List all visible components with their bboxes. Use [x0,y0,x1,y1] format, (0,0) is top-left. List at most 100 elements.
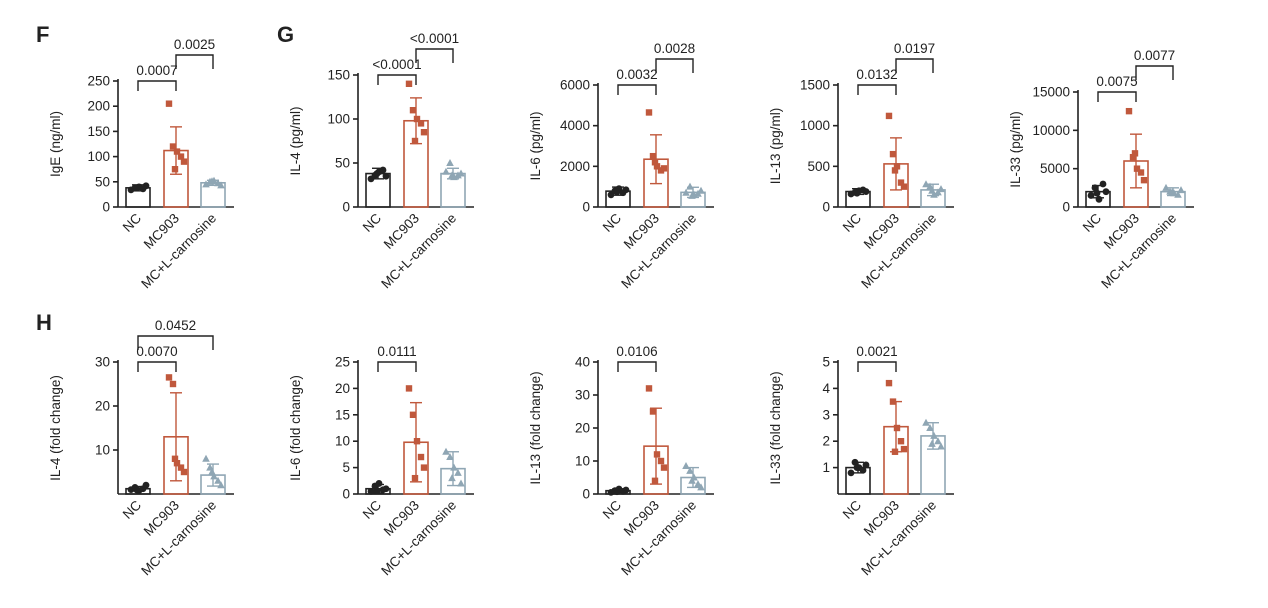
data-point [450,463,458,471]
data-point [173,148,181,155]
data-point [928,439,936,447]
data-point [686,466,694,474]
data-point [891,448,899,455]
data-point [660,165,668,172]
x-tick-label: NC [360,497,385,522]
data-point [645,109,653,116]
y-axis-label: IL-13 (pg/ml) [768,108,783,185]
y-axis-label: IL-4 (pg/ml) [288,106,303,175]
y-tick-label: 4 [822,381,830,396]
data-point [613,188,621,196]
data-point [697,186,705,194]
data-point [375,480,383,487]
y-tick-label: 1000 [800,118,830,133]
y-tick-label: 100 [327,112,350,127]
data-point [1091,184,1099,192]
significance-bracket [137,335,214,350]
x-tick-label: NC [1080,210,1105,235]
data-point [420,464,428,471]
y-tick-label: 5000 [1040,161,1070,176]
data-point [1087,192,1095,199]
data-point [446,159,454,166]
y-tick-label: 50 [95,174,110,189]
data-point [934,437,942,445]
y-tick-label: 0 [582,487,590,502]
panel-label-f: F [36,22,49,47]
p-value-label: 0.0032 [616,67,657,82]
p-value-label: <0.0001 [410,31,459,46]
y-axis-label: IL-33 (pg/ml) [1008,111,1023,188]
data-point [413,438,421,445]
y-axis-label: IL-13 (fold change) [528,371,543,484]
data-point [862,461,870,469]
data-point [697,483,705,491]
p-value-label: 0.0007 [136,63,177,78]
data-point [926,424,934,431]
data-point [382,485,390,493]
y-tick-label: 10000 [1032,123,1070,138]
data-point [373,487,381,495]
data-point [171,166,179,173]
data-point [897,179,905,186]
data-point [937,442,945,450]
p-value-label: 0.0070 [136,344,177,359]
data-point [373,170,381,177]
data-point [409,107,417,114]
y-tick-label: 100 [87,149,110,164]
data-point [1093,189,1101,197]
data-point [613,488,621,496]
y-tick-label: 0 [342,487,350,502]
data-point [897,438,905,445]
data-point [862,188,870,195]
data-point [682,461,690,469]
data-point [457,169,465,177]
y-tick-label: 2 [822,434,830,449]
data-point [448,474,456,482]
y-tick-label: 0 [822,200,830,215]
y-tick-label: 150 [327,68,350,83]
data-point [217,181,225,189]
significance-bracket [617,84,657,95]
data-point [165,100,173,107]
data-point [1140,176,1148,184]
y-tick-label: 0 [1062,200,1070,215]
data-point [930,431,938,439]
data-point [922,180,930,188]
data-point [169,143,177,150]
panel-label-g: G [277,22,294,47]
significance-bracket [137,80,177,91]
p-value-label: 0.0021 [856,344,897,359]
x-tick-label: NC [120,210,145,235]
data-point [1095,195,1103,203]
data-point [885,379,893,387]
data-point [417,453,425,461]
data-point [928,186,936,194]
y-axis-label: IgE (ng/ml) [48,111,63,177]
data-point [217,481,225,489]
data-point [173,460,181,467]
data-point [202,180,210,188]
data-point [411,474,419,482]
y-tick-label: 5 [822,355,830,370]
data-point [208,468,216,475]
data-point [442,447,450,455]
data-point [900,445,908,453]
significance-bracket [617,361,657,372]
data-point [411,137,419,145]
significance-bracket [895,58,934,73]
data-point [1177,186,1185,194]
data-point [448,171,456,179]
data-point [1162,183,1170,191]
data-point [853,189,861,197]
data-point [1129,153,1137,161]
data-point [165,374,173,381]
data-point [1102,188,1110,196]
data-point [379,166,387,174]
data-point [382,172,390,180]
y-tick-label: 2000 [560,159,590,174]
